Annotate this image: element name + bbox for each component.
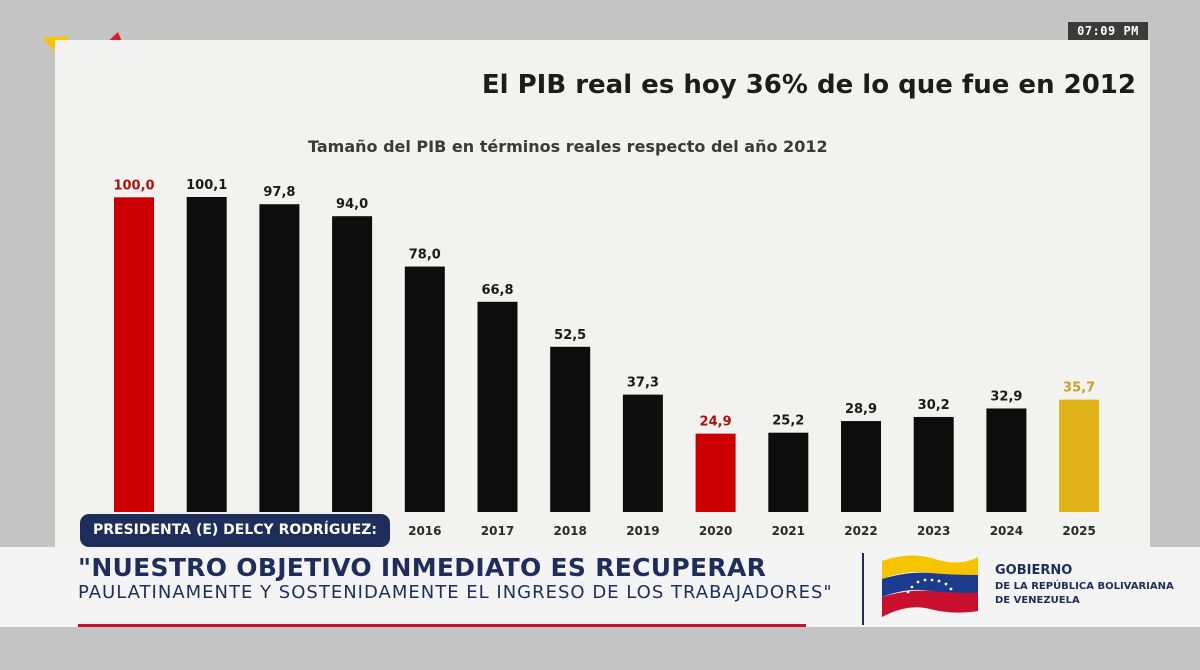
bar-2021 [768,432,809,512]
bar-2018 [550,346,591,512]
value-label-group: 100,0 100,1 97,8 94,0 78,0 66,8 52,5 37,3 24,9 25… [113,178,1095,430]
value-label-2024: 32,9 [990,389,1022,404]
bar-2022 [841,421,881,512]
gdp-bar-chart: 100,0 100,1 97,8 94,0 78,0 66,8 52,5 37,3 24,9 25… [113,178,1100,538]
quote-underline [78,624,806,627]
value-label-2014: 97,8 [263,185,295,200]
value-label-2025: 35,7 [1063,381,1095,396]
value-label-2023: 30,2 [918,398,950,413]
banner-divider [862,553,864,625]
x-tick-2020: 2020 [699,524,732,538]
value-label-2022: 28,9 [845,402,877,417]
government-subtitle-line2: DE VENEZUELA [995,595,1080,606]
bar-2012 [114,197,154,512]
x-tick-2021: 2021 [772,524,805,538]
government-subtitle-line1: DE LA REPÚBLICA BOLIVARIANA [995,581,1174,592]
value-label-2020: 24,9 [700,415,732,430]
x-tick-2023: 2023 [917,524,950,538]
x-tick-2025: 2025 [1062,524,1095,538]
value-label-2016: 78,0 [409,248,441,263]
value-label-2017: 66,8 [481,283,513,298]
value-label-2012: 100,0 [113,178,154,193]
bar-group [114,197,1100,512]
bar-2014 [259,204,300,512]
slide-subtitle: Tamaño del PIB en términos reales respec… [308,137,828,156]
lower-third-banner: "NUESTRO OBJETIVO INMEDIATO ES RECUPERAR… [0,547,1200,627]
bar-2020 [695,433,736,512]
bar-2019 [622,394,663,512]
presentation-slide: El PIB real es hoy 36% de lo que fue en … [55,40,1150,550]
bar-2015 [332,216,373,512]
bar-2016 [404,266,445,512]
x-tick-2017: 2017 [481,524,514,538]
value-label-2021: 25,2 [772,414,804,429]
venezuela-flag-icon [882,555,978,617]
quote-headline: "NUESTRO OBJETIVO INMEDIATO ES RECUPERAR [78,553,767,582]
bar-2025 [1059,399,1100,512]
value-label-2018: 52,5 [554,328,586,343]
bar-2023 [913,416,954,512]
broadcast-clock: 07:09 PM [1068,22,1148,40]
speaker-name-tag: PRESIDENTA (E) DELCY RODRÍGUEZ: [80,514,390,547]
bar-2013 [186,197,227,512]
value-label-2013: 100,1 [186,178,227,193]
value-label-2015: 94,0 [336,197,368,212]
bar-2024 [986,408,1027,512]
value-label-2019: 37,3 [627,376,659,391]
x-tick-2024: 2024 [990,524,1023,538]
government-title: GOBIERNO [995,563,1073,578]
x-tick-2019: 2019 [626,524,659,538]
x-tick-2018: 2018 [553,524,586,538]
x-tick-2022: 2022 [844,524,877,538]
quote-continuation: PAULATINAMENTE Y SOSTENIDAMENTE EL INGRE… [78,582,833,603]
bar-2017 [477,301,518,512]
x-tick-group: 2016 2017 2018 2019 2020 2021 2022 2023 2024 2025 [408,524,1096,538]
slide-title: El PIB real es hoy 36% de lo que fue en … [481,70,1136,100]
x-tick-2016: 2016 [408,524,441,538]
